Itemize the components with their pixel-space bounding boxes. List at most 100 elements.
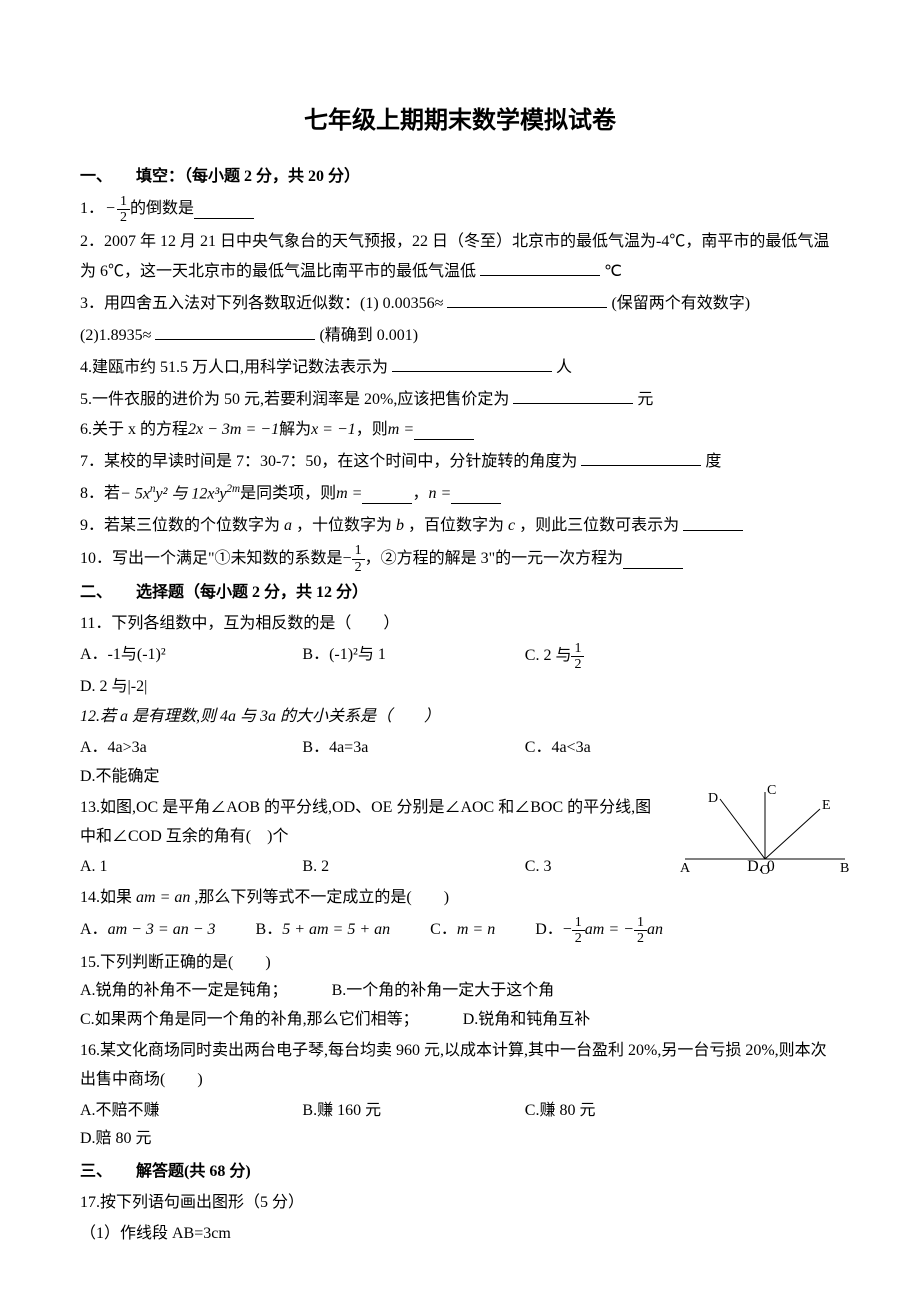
section1-header: 一、 填空：（每小题 2 分，共 20 分） — [80, 163, 840, 192]
q3a-blank — [447, 289, 607, 308]
frac-half-3: 12 — [571, 641, 584, 673]
diagram-label-a: A — [680, 861, 691, 876]
q16-opt-d: D.赔 80 元 — [80, 1125, 152, 1154]
q2-unit: ℃ — [604, 263, 622, 280]
diagram-label-b: B — [840, 861, 849, 876]
q3b-suffix: (精确到 0.001) — [319, 327, 418, 344]
q6-blank — [414, 421, 474, 440]
q17: 17.按下列语句画出图形（5 分） — [80, 1189, 840, 1218]
section3-header: 三、 解答题(共 68 分) — [80, 1158, 840, 1187]
q8-blank1 — [362, 485, 412, 504]
q4-blank — [392, 353, 552, 372]
q15-options: A.锐角的补角不一定是钝角； B.一个角的补角一定大于这个角 C.如果两个角是同… — [80, 977, 840, 1035]
q3a: 3．用四舍五入法对下列各数取近似数：(1) 0.00356≈ (保留两个有效数字… — [80, 289, 840, 319]
q12-opt-d: D.不能确定 — [80, 763, 160, 792]
q4-text: 4.建瓯市约 51.5 万人口,用科学记数法表示为 — [80, 359, 388, 376]
q2-blank — [480, 257, 600, 276]
q9-d: ，则此三位数可表示为 — [519, 518, 679, 535]
q16-opt-a: A.不赔不赚 — [80, 1097, 262, 1126]
q16-opt-c: C.赚 80 元 — [525, 1097, 707, 1126]
q15: 15.下列判断正确的是( ) — [80, 949, 840, 978]
q10-blank — [623, 550, 683, 569]
q15-opt-d: D.锐角和钝角互补 — [463, 1011, 591, 1028]
q14-opt-a: A．am − 3 = an − 3 — [80, 916, 216, 945]
q9-b: ，十位数字为 — [296, 518, 396, 535]
angle-diagram: A B O C D E — [670, 784, 860, 890]
q4-suffix: 人 — [556, 359, 572, 376]
q7-suffix: 度 — [705, 453, 721, 470]
diagram-label-o: O — [760, 863, 770, 878]
q16: 16.某文化商场同时卖出两台电子琴,每台均卖 960 元,以成本计算,其中一台盈… — [80, 1037, 840, 1095]
q14-opt-c: C．m = n — [430, 916, 495, 945]
q7-text: 7．某校的早读时间是 7：30-7：50，在这个时间中，分针旋转的角度为 — [80, 453, 577, 470]
q9-c: ，百位数字为 — [408, 518, 508, 535]
q16-opt-b: B.赚 160 元 — [302, 1097, 484, 1126]
q14-opt-d-pre: D． — [535, 916, 563, 945]
frac-half: 12 — [117, 194, 130, 226]
q8-a: 8．若 — [80, 480, 120, 509]
q3a-suffix: (保留两个有效数字) — [611, 295, 750, 312]
q15-opt-b: B.一个角的补角一定大于这个角 — [332, 982, 555, 999]
q12-opt-c: C．4a<3a — [525, 734, 707, 763]
q1-blank — [194, 200, 254, 219]
q11-opt-b: B．(-1)²与 1 — [302, 641, 484, 673]
q7-blank — [581, 447, 701, 466]
diagram-label-d: D — [708, 791, 718, 806]
diagram-label-e: E — [822, 798, 831, 813]
q8-blank2 — [451, 485, 501, 504]
q7: 7．某校的早读时间是 7：30-7：50，在这个时间中，分针旋转的角度为 度 — [80, 447, 840, 477]
exam-title: 七年级上期期末数学模拟试卷 — [80, 100, 840, 143]
q14-opt-b: B．5 + am = 5 + an — [256, 916, 391, 945]
q5: 5.一件衣服的进价为 50 元,若要利润率是 20%,应该把售价定为 元 — [80, 385, 840, 415]
q10-a: 10．写出一个满足"①未知数的系数是 — [80, 545, 343, 574]
diagram-label-c: C — [767, 784, 776, 798]
q15-opt-c: C.如果两个角是同一个角的补角,那么它们相等； — [80, 1011, 419, 1028]
q6-b: 解为 — [279, 416, 311, 445]
q1-prefix: 1． — [80, 195, 104, 224]
q2: 2．2007 年 12 月 21 日中央气象台的天气预报，22 日（冬至）北京市… — [80, 228, 840, 287]
q8: 8．若 − 5xny² 与 12x³y2m 是同类项，则 m = ， n = — [80, 479, 840, 509]
q3b-blank — [155, 321, 315, 340]
frac-half-2: 12 — [352, 543, 365, 575]
q3b: (2)1.8935≈ (精确到 0.001) — [80, 321, 840, 351]
q13: 13.如图,OC 是平角∠AOB 的平分线,OD、OE 分别是∠AOC 和∠BO… — [80, 794, 840, 852]
q11-opt-a: A．-1与(-1)² — [80, 641, 262, 673]
q2-text: 2．2007 年 12 月 21 日中央气象台的天气预报，22 日（冬至）北京市… — [80, 233, 829, 280]
q6: 6.关于 x 的方程 2x − 3m = −1 解为 x = −1 ，则 m = — [80, 416, 840, 445]
q11-options: A．-1与(-1)² B．(-1)²与 1 C. 2 与 12 D. 2 与|-… — [80, 641, 840, 702]
q9: 9．若某三位数的个位数字为 a ，十位数字为 b ，百位数字为 c ，则此三位数… — [80, 511, 840, 541]
q3a-text: 3．用四舍五入法对下列各数取近似数：(1) 0.00356≈ — [80, 295, 443, 312]
q12: 12.若 a 是有理数,则 4a 与 3a 的大小关系是（ ） — [80, 703, 840, 732]
q11-opt-c-pre: C. 2 与 — [525, 642, 572, 671]
q1-text: 的倒数是 — [130, 195, 194, 224]
q11: 11．下列各组数中，互为相反数的是（ ） — [80, 610, 840, 639]
q9-a: 9．若某三位数的个位数字为 — [80, 518, 284, 535]
q14-opt-d: D． −12 am = − 12 an — [535, 915, 663, 947]
q5-blank — [513, 385, 633, 404]
q14: 14.如果 am = an ,那么下列等式不一定成立的是( ) — [80, 884, 840, 913]
q13-opt-b: B. 2 — [302, 853, 484, 882]
q11-opt-d: D. 2 与|-2| — [80, 673, 147, 702]
q4: 4.建瓯市约 51.5 万人口,用科学记数法表示为 人 — [80, 353, 840, 383]
q13-text: 13.如图,OC 是平角∠AOB 的平分线,OD、OE 分别是∠AOC 和∠BO… — [80, 799, 651, 845]
q13-opt-a: A. 1 — [80, 853, 262, 882]
q3b-text: (2)1.8935≈ — [80, 327, 151, 344]
q14-options: A．am − 3 = an − 3 B．5 + am = 5 + an C．m … — [80, 915, 840, 947]
q17-1: （1）作线段 AB=3cm — [80, 1220, 840, 1249]
q8-c: ， — [412, 480, 428, 509]
q9-blank — [683, 511, 743, 530]
q5-suffix: 元 — [637, 391, 653, 408]
frac-half-4: 12 — [572, 915, 585, 947]
q10: 10．写出一个满足"①未知数的系数是 − 12 ，②方程的解是 3"的一元一次方… — [80, 543, 840, 575]
q16-options: A.不赔不赚 B.赚 160 元 C.赚 80 元 D.赔 80 元 — [80, 1097, 840, 1155]
q12-opt-a: A．4a>3a — [80, 734, 262, 763]
q8-b: 是同类项，则 — [240, 480, 336, 509]
q10-b: ，②方程的解是 3"的一元一次方程为 — [365, 545, 624, 574]
q6-a: 6.关于 x 的方程 — [80, 416, 188, 445]
q12-opt-b: B．4a=3a — [302, 734, 484, 763]
section2-header: 二、 选择题（每小题 2 分，共 12 分） — [80, 579, 840, 608]
frac-half-5: 12 — [634, 915, 647, 947]
q6-c: ，则 — [356, 416, 388, 445]
q15-opt-a: A.锐角的补角不一定是钝角； — [80, 982, 288, 999]
q5-text: 5.一件衣服的进价为 50 元,若要利润率是 20%,应该把售价定为 — [80, 391, 509, 408]
